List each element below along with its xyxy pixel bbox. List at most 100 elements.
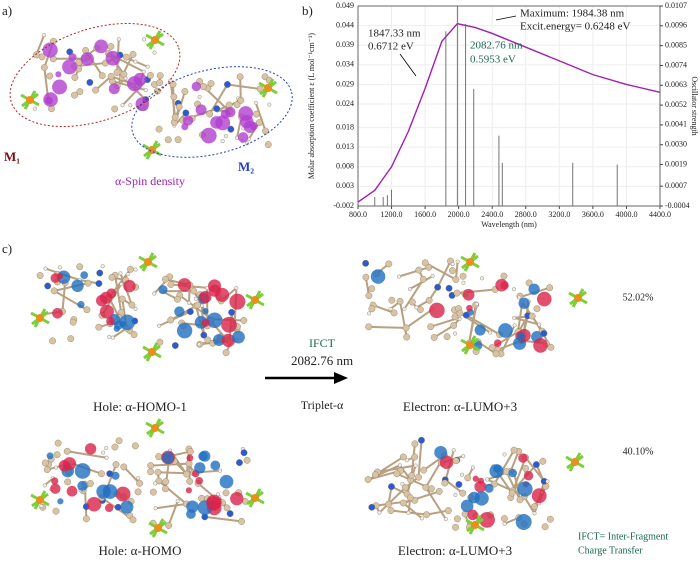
- orbital-lobe: [162, 452, 174, 464]
- bond: [513, 473, 521, 501]
- atom: [197, 95, 202, 100]
- atom: [528, 312, 536, 320]
- orbital-lobe: [208, 279, 222, 293]
- atom: [385, 500, 392, 508]
- orbital-lobe: [104, 503, 114, 513]
- orbital-lobe: [111, 471, 120, 480]
- atom: [181, 88, 189, 95]
- orbital-lobe: [516, 332, 525, 341]
- y2-tick-label: 0.0019: [665, 159, 687, 168]
- orbital-lobe: [99, 304, 114, 319]
- atom: [151, 36, 159, 44]
- atom: [41, 459, 49, 467]
- atom: [171, 113, 179, 121]
- atom: [385, 260, 393, 268]
- orbital-lobe: [105, 50, 121, 66]
- atom: [414, 305, 419, 310]
- atom: [453, 492, 458, 497]
- orbital-lobe: [472, 475, 479, 482]
- y2-tick-label: 0.0107: [665, 1, 687, 10]
- orbital-lobe: [479, 511, 495, 528]
- fragment-outline: [9, 22, 181, 128]
- orbital-lobe: [177, 278, 192, 292]
- atom: [397, 463, 402, 468]
- atom: [98, 72, 106, 80]
- orbital-lobe: [194, 462, 206, 474]
- caption: α-Spin density: [115, 174, 185, 188]
- orbital-lobe: [80, 271, 89, 279]
- contribution: 40.10%: [623, 446, 654, 457]
- annotation: 1847.33 nm: [368, 28, 421, 40]
- atom: [186, 300, 191, 305]
- atom: [415, 266, 423, 274]
- bond: [155, 502, 187, 510]
- annotation-arrow: [495, 15, 517, 21]
- atom: [451, 448, 456, 453]
- atom: [522, 464, 530, 472]
- bond: [402, 490, 440, 504]
- orbital-lobe: [186, 454, 194, 462]
- atom: [156, 79, 164, 86]
- x-tick-label: 1600.0: [414, 210, 436, 219]
- orbital-lobe: [518, 453, 528, 463]
- atom: [365, 323, 373, 331]
- orbital-lobe: [46, 452, 54, 460]
- orbital-lobe: [52, 79, 68, 95]
- atom: [233, 101, 241, 108]
- orbital-lobe: [508, 468, 517, 478]
- atom: [224, 81, 231, 88]
- atom: [421, 259, 429, 267]
- atom: [367, 311, 372, 316]
- atom: [362, 259, 370, 267]
- atom: [435, 488, 443, 495]
- atom: [453, 331, 458, 336]
- bond: [430, 317, 458, 328]
- orbital-lobe: [77, 301, 85, 309]
- atom: [368, 503, 376, 511]
- atom: [532, 511, 537, 516]
- orbital-lobe: [474, 480, 487, 493]
- atom: [517, 295, 522, 300]
- atom: [95, 323, 103, 331]
- orbital-lobe: [468, 491, 480, 504]
- atom: [107, 72, 115, 80]
- orbital-lobe: [115, 486, 131, 502]
- bond: [158, 480, 187, 505]
- atom: [155, 125, 163, 133]
- bond: [465, 314, 501, 336]
- atom: [92, 86, 99, 94]
- atom: [423, 511, 430, 519]
- x-tick-label: 2800.0: [515, 210, 537, 219]
- atom: [545, 479, 550, 484]
- y2-tick-label: 0.0096: [665, 21, 687, 30]
- orbital-lobe: [108, 83, 120, 95]
- orbital-lobe: [114, 320, 124, 330]
- atom: [251, 296, 259, 304]
- atom: [240, 449, 248, 457]
- x-axis-label: Wavelength (nm): [481, 220, 537, 229]
- atom: [200, 83, 208, 91]
- atom: [112, 461, 120, 468]
- y-tick-label: 0.024: [336, 99, 354, 108]
- atom: [401, 484, 409, 491]
- atom: [450, 322, 458, 329]
- orbital-lobe: [55, 71, 62, 78]
- atom: [144, 258, 152, 266]
- atom: [190, 287, 198, 295]
- atom: [243, 456, 251, 464]
- atom: [136, 476, 141, 481]
- atom: [43, 266, 48, 271]
- orbital-lobe: [370, 269, 386, 284]
- orbital-lobe: [531, 488, 547, 504]
- hole-label: Hole: α-HOMO-1: [93, 399, 187, 414]
- atom: [443, 333, 451, 341]
- bond: [417, 440, 423, 478]
- orbital-lobe: [528, 283, 540, 295]
- orbital-lobe: [135, 97, 150, 111]
- orbital-lobe: [500, 281, 509, 290]
- atom: [204, 336, 212, 344]
- orbital-lobe: [533, 338, 548, 353]
- orbital-lobe: [195, 104, 207, 116]
- atom: [53, 465, 58, 470]
- contribution: 52.02%: [623, 292, 654, 303]
